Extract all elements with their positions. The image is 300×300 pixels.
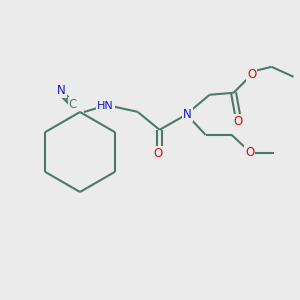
Text: O: O (247, 68, 256, 81)
Text: HN: HN (97, 101, 114, 111)
Text: C: C (69, 98, 77, 111)
Text: O: O (245, 146, 254, 159)
Text: O: O (233, 115, 242, 128)
Text: N: N (183, 108, 192, 121)
Text: O: O (153, 147, 162, 160)
Text: N: N (57, 84, 66, 97)
